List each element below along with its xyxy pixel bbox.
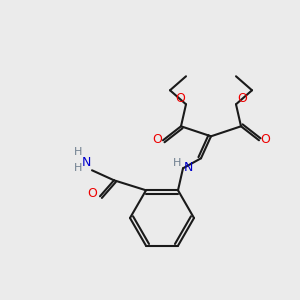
Text: N: N [183, 161, 193, 174]
Text: H: H [74, 147, 82, 157]
Text: O: O [87, 187, 97, 200]
Text: H: H [173, 158, 181, 168]
Text: O: O [175, 92, 185, 105]
Text: O: O [237, 92, 247, 105]
Text: N: N [81, 156, 91, 169]
Text: O: O [152, 133, 162, 146]
Text: H: H [74, 163, 82, 173]
Text: O: O [260, 133, 270, 146]
